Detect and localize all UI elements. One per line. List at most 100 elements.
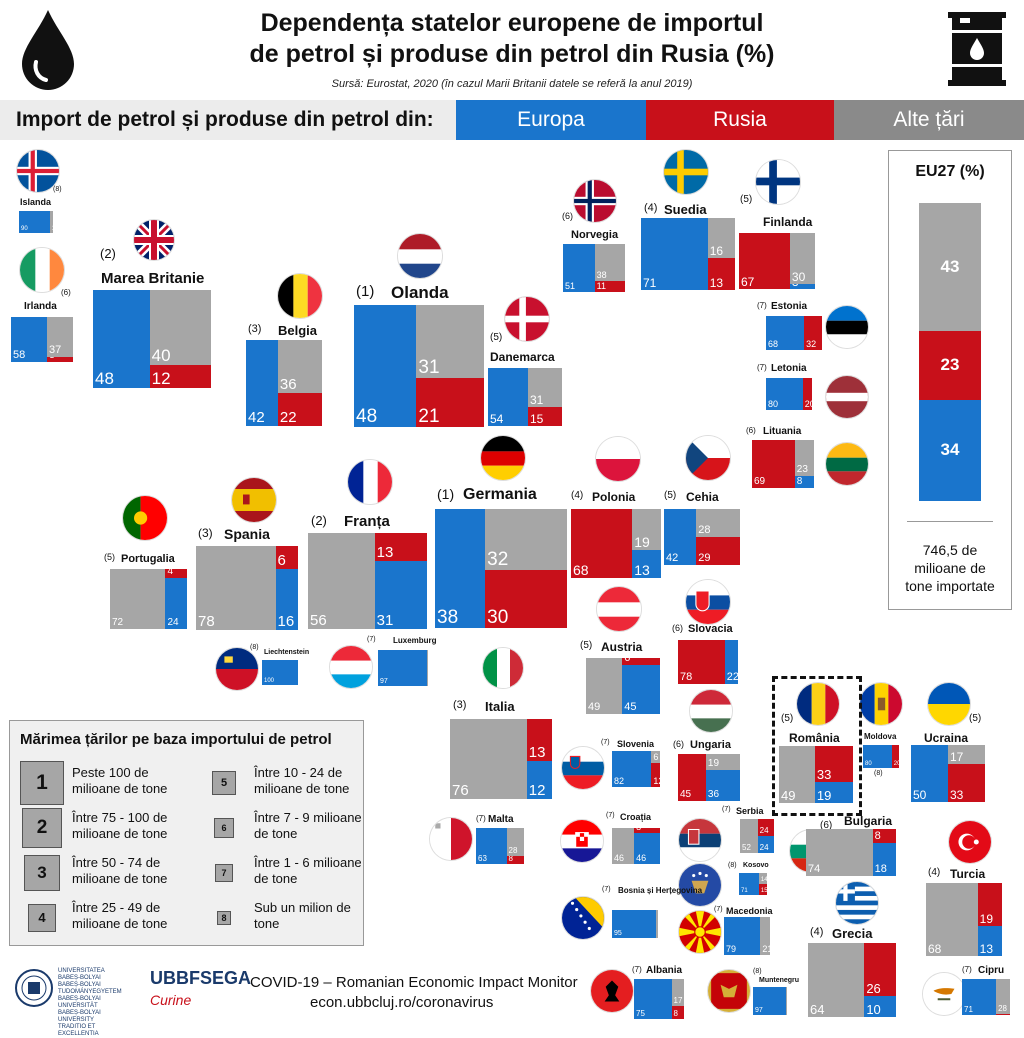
country-name-malta: Malta [488,814,514,825]
ubb-seal-icon [14,968,54,1008]
value-finlanda-europa: 3 [792,284,799,288]
country-name-turcia: Turcia [950,867,985,881]
value-moldova-europa: 80 [865,761,872,767]
value-suedia-rusia: 13 [710,277,723,289]
flag-liechtenstein-icon [216,648,258,690]
country-name-kosovo: Kosovo [743,862,769,869]
segment-cehia-europa: 42 [664,509,696,565]
signature-logo: Curine [150,992,191,1008]
value-olanda-europa: 48 [356,407,377,426]
segment-lituania-europa: 8 [795,476,814,488]
country-size-liechtenstein: (8) [250,644,259,651]
segment-ucraina-alte: 17 [948,745,985,764]
value-marea-britanie-europa: 48 [95,370,114,387]
flag-olanda-icon [398,234,442,278]
segment-malta-europa: 63 [476,828,507,864]
segment-marea-britanie-alte: 40 [150,290,211,365]
value-lituania-rusia: 69 [754,477,765,487]
segment-turcia-rusia: 19 [978,883,1002,926]
value-portugalia-rusia: 4 [167,569,173,577]
value-bulgaria-europa: 18 [875,864,887,875]
flag-croatia-icon [561,820,603,862]
flag-austria-icon [597,587,641,631]
segment-kosovo-europa: 71 [739,873,759,895]
value-suedia-alte: 16 [710,245,723,257]
country-name-marea-britanie: Marea Britanie [101,270,204,287]
value-portugalia-alte: 72 [112,618,123,628]
segment-letonia-europa: 80 [766,378,803,410]
flag-malta-icon [430,818,472,860]
segment-croatia-alte: 46 [612,828,634,864]
country-name-lituania: Lituania [763,426,801,437]
segment-lituania-rusia: 69 [752,440,795,488]
footer-url[interactable]: econ.ubbcluj.ro/coronavirus [310,994,493,1011]
value-danemarca-rusia: 15 [530,413,543,425]
country-name-norvegia: Norvegia [571,229,618,241]
value-olanda-alte: 31 [418,358,439,377]
segment-slovacia-europa: 22 [725,640,738,684]
value-grecia-europa: 10 [866,1003,880,1016]
flag-slovenia-icon [562,747,604,789]
country-name-serbia: Serbia [736,806,764,816]
value-macedonia-alte: 21 [762,945,770,954]
country-name-portugalia: Portugalia [121,553,175,565]
flag-cehia-icon [686,436,730,480]
value-germania-europa: 38 [437,608,458,627]
segment-moldova-europa: 80 [863,745,892,768]
segment-cipru-alte: 28 [996,979,1010,1014]
country-chart-irlanda: 58375 [11,317,73,362]
value-belgia-europa: 42 [248,410,265,425]
footer-monitor: COVID-19 – Romanian Economic Impact Moni… [250,974,578,991]
country-chart-liechtenstein: 100 [262,660,298,685]
value-slovacia-europa: 22 [727,672,738,683]
segment-estonia-europa: 68 [766,316,804,350]
country-name-italia: Italia [485,699,515,714]
country-name-cipru: Cipru [978,965,1004,976]
value-spania-rusia: 6 [278,553,286,568]
segment-norvegia-alte: 38 [595,244,625,281]
value-belgia-rusia: 22 [280,410,297,425]
country-name-grecia: Grecia [832,926,872,941]
country-size-marea-britanie: (2) [100,246,116,261]
segment-portugalia-alte: 72 [110,569,165,629]
country-size-slovenia: (7) [601,739,610,746]
value-danemarca-europa: 54 [490,413,503,425]
flag-grecia-icon [836,882,878,924]
value-portugalia-europa: 24 [167,618,178,628]
segment-bulgaria-rusia: 8 [873,829,896,843]
segment-franta-europa: 31 [375,561,427,629]
country-chart-luxemburg: 973 [378,650,428,686]
country-name-slovacia: Slovacia [688,623,733,635]
segment-polonia-rusia: 68 [571,509,632,578]
segment-turcia-europa: 13 [978,926,1002,956]
country-chart-croatia: 46846 [612,828,660,864]
value-malta-alte: 28 [509,847,518,855]
segment-cehia-alte: 28 [696,509,740,537]
value-germania-alte: 32 [487,550,508,569]
segment-luxemburg-alte: 3 [427,650,429,686]
segment-letonia-rusia: 20 [803,378,812,410]
value-liechtenstein-europa: 100 [264,678,274,684]
value-croatia-europa: 46 [636,854,646,863]
segment-belgia-europa: 42 [246,340,278,426]
segment-cipru-europa: 71 [962,979,996,1015]
segment-bosnia-si-hertegovina-europa: 95 [612,910,656,938]
segment-lituania-alte: 23 [795,440,814,476]
value-croatia-alte: 46 [614,854,624,863]
country-name-letonia: Letonia [771,363,807,374]
value-belgia-alte: 36 [280,377,297,392]
segment-serbia-alte: 52 [740,819,758,853]
romania-highlight [772,676,862,816]
segment-grecia-europa: 10 [864,996,896,1017]
country-name-luxemburg: Luxemburg [393,636,437,645]
